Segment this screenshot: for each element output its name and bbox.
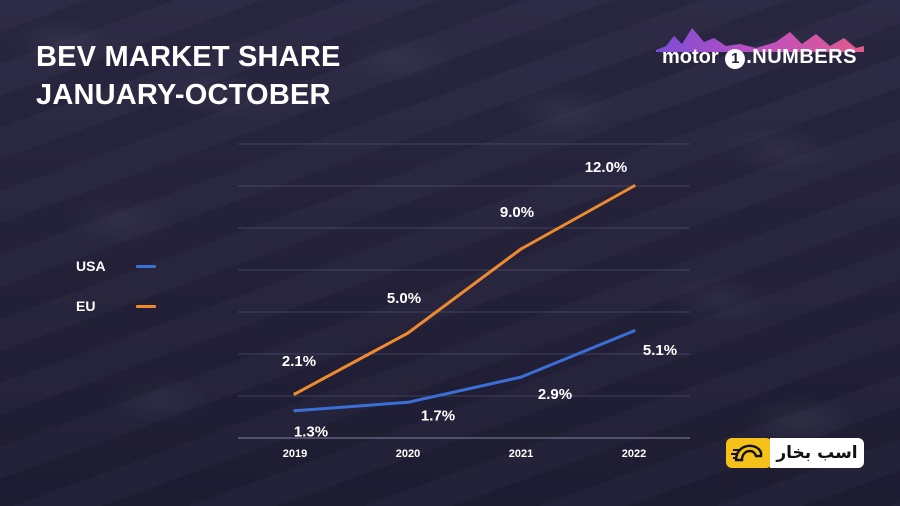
series-line-usa [293,329,636,413]
title-line-1: BEV MARKET SHARE [36,41,341,73]
data-label-eu: 2.1% [282,353,316,370]
data-label-usa: 1.3% [294,424,328,441]
legend-swatch-eu [136,305,157,309]
logo-mountains-icon [656,28,864,52]
x-tick-label: 2019 [283,448,307,460]
legend-item-eu: EU [76,298,157,318]
data-point-eu [406,331,410,335]
data-point-usa [519,375,523,379]
x-tick-label: 2021 [509,448,533,460]
title-line-2: JANUARY-OCTOBER [36,79,331,111]
chart-title: BEV MARKET SHARE JANUARY-OCTOBER [36,38,341,114]
x-tick-label: 2020 [396,448,420,460]
legend-swatch-usa [136,265,157,269]
data-label-usa: 5.1% [643,342,677,359]
horse-logo-icon [726,438,772,468]
data-label-eu: 12.0% [585,159,628,176]
horse-head-icon [731,444,763,462]
data-point-usa [406,400,410,404]
logo-suffix: .NUMBERS [746,46,857,68]
data-point-eu [293,392,297,396]
logo-text: motor 1 .NUMBERS [662,46,857,69]
data-point-eu [632,184,636,188]
legend-label-eu: EU [76,298,96,314]
data-point-eu [519,247,523,251]
data-point-usa [632,329,636,333]
legend-label-usa: USA [76,258,106,274]
data-label-usa: 1.7% [421,407,455,424]
data-point-usa [293,409,297,413]
series-line-eu [293,184,636,396]
motor1-numbers-logo: motor 1 .NUMBERS [656,24,864,74]
legend-item-usa: USA [76,258,157,278]
x-tick-label: 2022 [622,448,646,460]
data-label-eu: 5.0% [387,290,421,307]
asbe-bokhar-badge: اسب بخار [726,438,866,468]
data-label-eu: 9.0% [500,204,534,221]
data-label-usa: 2.9% [538,386,572,403]
badge-text: اسب بخار [770,438,864,468]
logo-word: motor [662,46,719,68]
logo-number: 1 [725,49,746,69]
